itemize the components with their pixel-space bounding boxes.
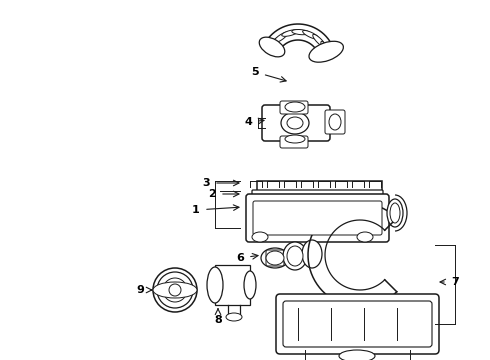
Text: 3: 3: [202, 178, 210, 188]
Ellipse shape: [303, 31, 318, 39]
Ellipse shape: [261, 248, 289, 268]
Ellipse shape: [273, 32, 288, 43]
Ellipse shape: [207, 267, 223, 303]
Ellipse shape: [302, 240, 322, 268]
Ellipse shape: [292, 30, 309, 35]
Text: 2: 2: [208, 189, 216, 199]
Text: 6: 6: [236, 253, 244, 263]
Ellipse shape: [266, 251, 284, 265]
Text: 4: 4: [244, 117, 252, 127]
Ellipse shape: [226, 313, 242, 321]
Ellipse shape: [313, 34, 326, 47]
Ellipse shape: [387, 199, 403, 227]
Ellipse shape: [285, 135, 305, 143]
Ellipse shape: [287, 246, 303, 266]
Text: 9: 9: [136, 285, 144, 295]
Ellipse shape: [244, 271, 256, 299]
Ellipse shape: [329, 114, 341, 130]
FancyBboxPatch shape: [262, 105, 330, 141]
Ellipse shape: [163, 278, 187, 302]
FancyBboxPatch shape: [283, 301, 432, 347]
Ellipse shape: [339, 350, 375, 360]
Ellipse shape: [285, 102, 305, 112]
FancyBboxPatch shape: [280, 101, 308, 114]
FancyBboxPatch shape: [276, 294, 439, 354]
Ellipse shape: [157, 272, 193, 308]
Text: 5: 5: [251, 67, 259, 77]
FancyBboxPatch shape: [252, 190, 383, 198]
Text: 1: 1: [192, 205, 200, 215]
Ellipse shape: [153, 268, 197, 312]
Ellipse shape: [357, 232, 373, 242]
Polygon shape: [257, 181, 382, 191]
Polygon shape: [215, 265, 250, 305]
FancyBboxPatch shape: [246, 194, 389, 242]
Text: 7: 7: [451, 277, 459, 287]
Ellipse shape: [252, 232, 268, 242]
FancyBboxPatch shape: [253, 201, 382, 235]
Text: 8: 8: [214, 315, 222, 325]
Ellipse shape: [259, 37, 285, 57]
FancyBboxPatch shape: [280, 136, 308, 148]
Ellipse shape: [287, 117, 303, 129]
Ellipse shape: [281, 112, 309, 134]
Ellipse shape: [390, 203, 400, 223]
Ellipse shape: [268, 37, 279, 52]
FancyBboxPatch shape: [266, 250, 284, 266]
FancyBboxPatch shape: [325, 110, 345, 134]
Ellipse shape: [153, 282, 197, 298]
Ellipse shape: [169, 284, 181, 296]
Ellipse shape: [282, 30, 299, 36]
Ellipse shape: [283, 242, 307, 270]
Ellipse shape: [321, 41, 330, 57]
Ellipse shape: [309, 41, 343, 62]
